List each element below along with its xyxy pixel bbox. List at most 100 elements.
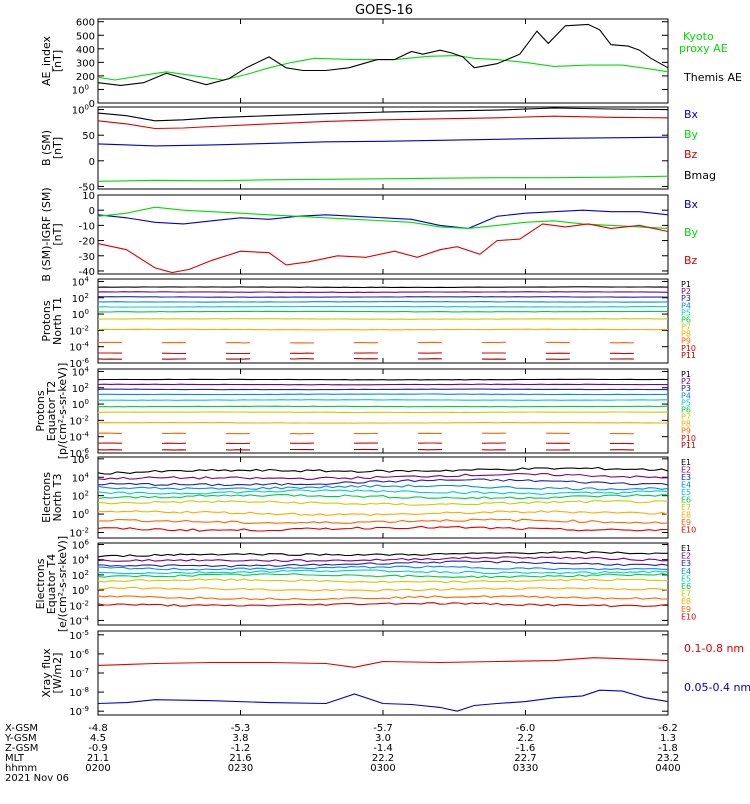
legend-entry: E1 <box>681 458 691 467</box>
y-tick-label: 104 <box>72 554 90 567</box>
legend-entry: E8 <box>681 597 691 606</box>
series-line-by <box>97 175 669 182</box>
channel-line-p7 <box>97 411 669 414</box>
legend-entry: P2 <box>681 287 691 296</box>
y-tick-label: 10-4 <box>69 431 89 444</box>
panel-3: -40 -30 -20 -10 0 10 B (SM)-IGRF (SM)[nT] <box>40 187 669 282</box>
channel-line-e5 <box>97 489 669 495</box>
legend-entry: P11 <box>681 441 696 450</box>
y-tick-label: 10-6 <box>69 447 89 460</box>
legend-entry: P2 <box>681 377 691 386</box>
legend-entry: E6 <box>681 582 691 591</box>
channel-line-e10 <box>97 602 669 608</box>
y-tick-label: 100 <box>72 398 89 411</box>
legend-entry: P5 <box>681 398 691 407</box>
legend-entry: P1 <box>681 280 691 289</box>
legend-entry: E9 <box>681 518 691 527</box>
legend-entry: E10 <box>681 526 696 535</box>
y-tick-label: 10-4 <box>69 341 89 354</box>
x-tick-label: 0400 <box>655 763 680 774</box>
y-tick-label: 102 <box>72 569 89 582</box>
y-tick-label: 10 <box>82 191 95 202</box>
x-tick-label: 22.7 <box>514 753 536 764</box>
x-tick-label: 21.1 <box>87 753 109 764</box>
y-tick-label: -40 <box>79 267 95 278</box>
y-tick-label: 600 <box>76 18 95 29</box>
legend-entry: E9 <box>681 605 691 614</box>
legend-entry: P5 <box>681 308 691 317</box>
y-tick-label: 10-7 <box>69 667 89 680</box>
channel-line-e10 <box>97 525 669 532</box>
x-tick-label: 22.2 <box>372 753 394 764</box>
x-tick-label: -1.4 <box>373 743 393 754</box>
x-tick-label: 23.2 <box>657 753 679 764</box>
x-tick-label: -1.8 <box>658 743 678 754</box>
series-line-bz <box>97 223 669 274</box>
channel-line-e6 <box>97 494 669 500</box>
y-tick-label: 10-2 <box>69 324 89 337</box>
legend-entry: P8 <box>681 420 691 429</box>
series-line-0-1-0-8-nm <box>97 657 669 668</box>
y-axis-label: [nT] <box>51 223 64 245</box>
y-axis-label: B (SM)-IGRF (SM) <box>40 187 53 281</box>
y-axis-label: [e/(cm²-s-sr-keV)] <box>56 536 69 632</box>
legend-entry: E3 <box>681 473 691 482</box>
x-tick-label: -1.2 <box>231 743 251 754</box>
legend-entry: P6 <box>681 405 691 414</box>
legend-kyoto: proxy AE <box>679 42 728 55</box>
y-axis-label: [nT] <box>51 50 64 72</box>
y-tick-label: -30 <box>79 252 95 263</box>
y-tick-label: 102 <box>72 490 89 503</box>
y-tick-label: 100 <box>72 508 89 521</box>
channel-line-e9 <box>97 518 669 524</box>
series-line-bx <box>97 209 669 229</box>
series-line-kyoto-proxy-ae <box>97 55 669 81</box>
panel-frame <box>97 542 669 626</box>
legend-entry: E1 <box>681 544 691 553</box>
channel-line-p4 <box>98 393 669 396</box>
y-tick-label: 400 <box>76 45 95 56</box>
channel-line-p1 <box>97 286 669 289</box>
y-tick-label: 200 <box>76 72 95 83</box>
y-tick-label: 100 <box>72 104 89 117</box>
y-axis-label: Equator T4 <box>45 554 58 614</box>
x-tick-label: -4.8 <box>88 723 108 734</box>
channel-line-e8 <box>97 510 669 516</box>
channel-line-p4 <box>97 301 669 303</box>
y-axis-label: [nT] <box>51 137 64 159</box>
legend-entry: P7 <box>681 413 691 422</box>
channel-line-p6 <box>98 310 669 313</box>
channel-line-p10 <box>98 352 669 355</box>
y-tick-label: 102 <box>72 382 89 395</box>
legend-entry: E5 <box>681 488 691 497</box>
channel-line-e2 <box>97 472 669 480</box>
legend-entry: P3 <box>681 384 691 393</box>
series-line-themis-ae <box>97 23 669 86</box>
y-tick-label: -50 <box>79 182 95 193</box>
legend-entry: P4 <box>681 391 691 400</box>
legend-entry: P9 <box>681 427 691 436</box>
legend-entry: P6 <box>681 315 691 324</box>
series-line-bmag <box>97 107 669 122</box>
y-tick-label: 100 <box>72 83 89 96</box>
date-label: 2021 Nov 06 <box>5 773 69 784</box>
x-tick-label: -6.2 <box>658 723 678 734</box>
channel-line-p5 <box>98 399 668 401</box>
channel-line-p3 <box>97 296 669 298</box>
channel-line-p6 <box>97 405 669 408</box>
channel-line-e7 <box>97 578 669 584</box>
legend-entry: P10 <box>681 344 696 353</box>
y-tick-label: 10-6 <box>69 648 89 661</box>
y-tick-label: 100 <box>72 308 89 321</box>
x-tick-label: 3.0 <box>375 733 391 744</box>
y-tick-label: 102 <box>72 292 89 305</box>
channel-line-p1 <box>97 378 669 381</box>
series-line-by <box>97 206 669 229</box>
channel-line-p8 <box>97 421 668 424</box>
channel-line-p3 <box>97 388 669 391</box>
channel-line-e1 <box>97 466 669 475</box>
